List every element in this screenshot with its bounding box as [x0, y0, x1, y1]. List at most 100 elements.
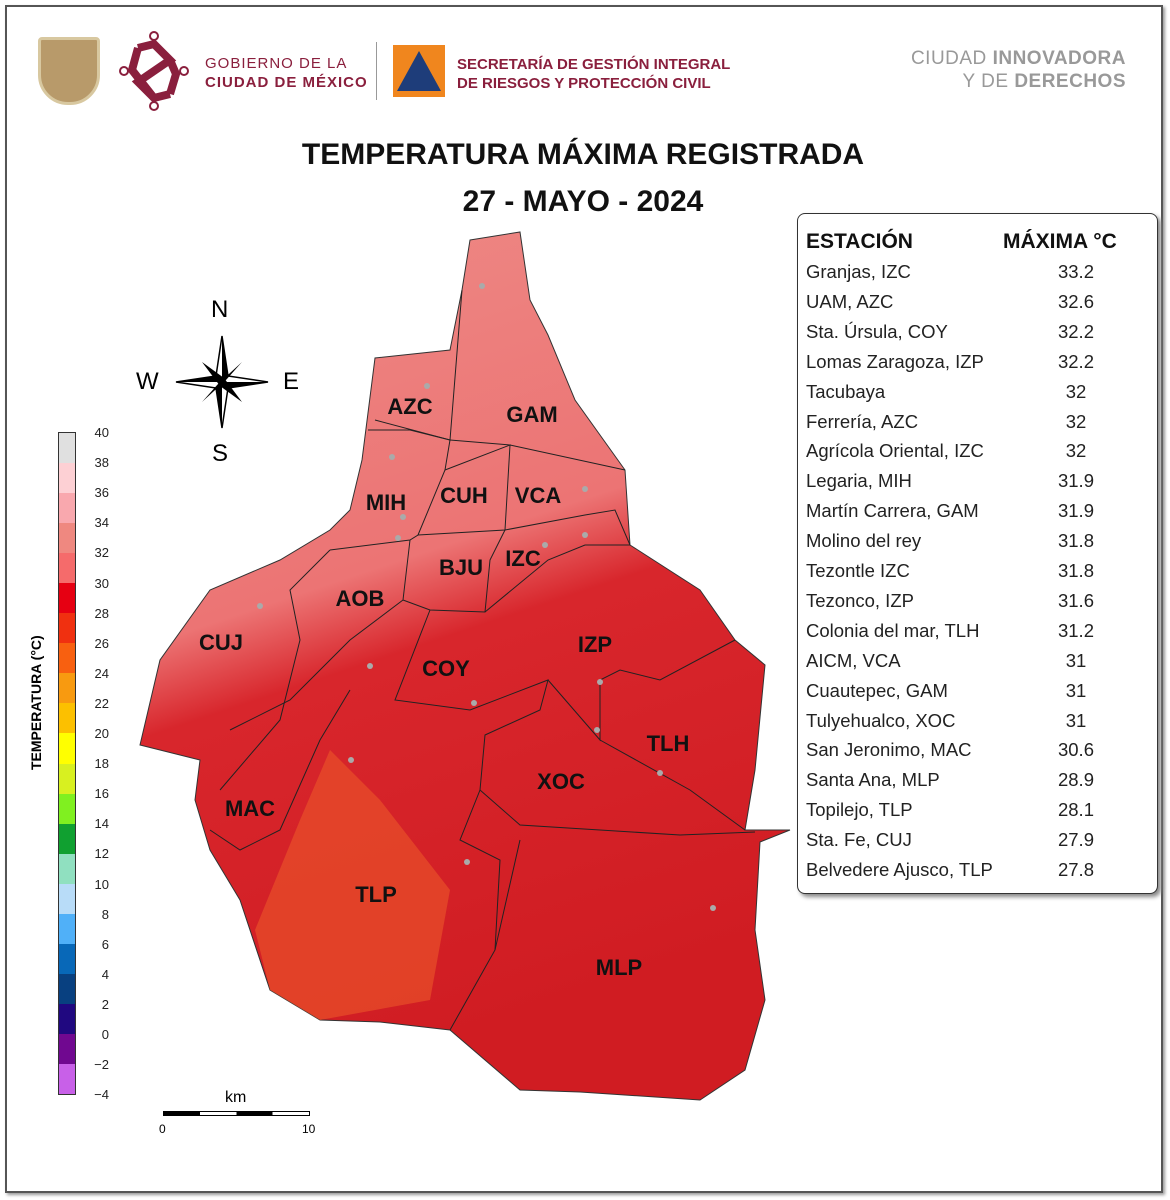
slogan: CIUDAD INNOVADORA Y DE DERECHOS: [860, 47, 1126, 93]
borough-boundaries: [209, 289, 756, 1031]
table-row: Martín Carrera, GAM 31.9: [806, 500, 1146, 530]
station-name: Belvedere Ajusco, TLP: [806, 859, 993, 880]
colorbar-band: [59, 943, 75, 974]
station-max: 27.8: [1057, 859, 1094, 880]
station-marker: [657, 770, 663, 776]
colorbar-tick: −4: [94, 1087, 109, 1103]
station-name: Colonia del mar, TLH: [806, 619, 980, 641]
colorbar-tick: 26: [94, 635, 109, 651]
station-max: 32.2: [1057, 320, 1094, 342]
colorbar-band: [59, 643, 75, 674]
station-name: Tacubaya: [806, 380, 886, 402]
colorbar-band: [59, 703, 75, 734]
colorbar-band: [59, 853, 75, 884]
colorbar-band: [59, 463, 75, 494]
station-max: 31: [1065, 709, 1087, 731]
label-aob: AOB: [336, 586, 385, 611]
station-name: AICM, VCA: [806, 649, 901, 671]
station-marker: [542, 542, 548, 548]
col-max-header: MÁXIMA °C: [1003, 230, 1117, 253]
table-row: Topilejo, TLP 28.1: [806, 799, 1146, 829]
label-mih: MIH: [366, 490, 406, 515]
station-marker: [400, 514, 406, 520]
colorbar-tick: 20: [94, 726, 109, 741]
station-name: Sta. Úrsula, COY: [806, 320, 948, 342]
station-name: Granjas, IZC: [806, 261, 911, 282]
colorbar-label: TEMPERATURA (°C): [28, 635, 44, 770]
station-max: 31.2: [1057, 619, 1094, 641]
label-mlp: MLP: [596, 955, 642, 980]
scale-bar: [163, 1111, 310, 1116]
label-cuh: CUH: [440, 483, 488, 508]
colorbar-tick: −2: [94, 1057, 109, 1073]
label-bju: BJU: [439, 555, 483, 580]
agency-name-line2: DE RIESGOS Y PROTECCIÓN CIVIL: [457, 75, 711, 92]
slogan-b: INNOVADORA: [992, 48, 1126, 69]
label-mac: MAC: [225, 796, 275, 821]
colorbar-band: [59, 883, 75, 914]
slogan-a: CIUDAD: [910, 48, 993, 69]
colorbar-band: [59, 553, 75, 584]
cdmx-shield-logo: [38, 37, 100, 105]
table-row: Belvedere Ajusco, TLP 27.8: [806, 859, 1146, 889]
colorbar-tick: 28: [94, 605, 109, 621]
colorbar-tick: 22: [94, 695, 109, 711]
gov-name-line2: CIUDAD DE MÉXICO: [205, 74, 368, 91]
scale-end: 10: [302, 1122, 316, 1136]
station-markers: [257, 283, 716, 911]
table-row: UAM, AZC 32.6: [806, 291, 1146, 321]
station-name: Tezonco, IZP: [806, 589, 914, 611]
scale-start: 0: [159, 1122, 166, 1136]
station-max: 28.1: [1057, 799, 1094, 821]
temperature-colorbar: [58, 432, 76, 1095]
colorbar-tick: 40: [94, 425, 109, 440]
table-row: Granjas, IZC 33.2: [806, 261, 1146, 291]
station-max: 32.6: [1057, 290, 1094, 312]
colorbar-tick: 18: [94, 756, 109, 772]
station-max: 33.2: [1057, 261, 1094, 282]
colorbar-band: [59, 823, 75, 854]
station-marker: [710, 905, 716, 911]
agency-name-line1: SECRETARÍA DE GESTIÓN INTEGRAL: [457, 56, 731, 73]
map-date: 27 - MAYO - 2024: [462, 185, 704, 218]
colorbar-tick: 6: [101, 936, 109, 952]
table-row: Legaria, MIH 31.9: [806, 470, 1146, 500]
colorbar-tick: 10: [94, 876, 109, 892]
station-max: 31: [1065, 649, 1087, 671]
station-name: Sta. Fe, CUJ: [806, 829, 912, 851]
station-marker: [348, 757, 354, 763]
colorbar-band: [59, 973, 75, 1004]
station-table: ESTACIÓN MÁXIMA °C Granjas, IZC 33.2 UAM, …: [797, 213, 1158, 894]
header-divider: [376, 42, 377, 100]
colorbar-tick: 2: [101, 996, 109, 1012]
table-row: Sta. Úrsula, COY 32.2: [806, 321, 1146, 351]
colorbar-tick: 16: [94, 786, 109, 802]
station-max: 31.9: [1057, 500, 1094, 522]
label-tlp: TLP: [355, 882, 397, 907]
colorbar-tick: 32: [94, 545, 109, 561]
agency-name: SECRETARÍA DE GESTIÓN INTEGRAL DE RIESGO…: [457, 55, 730, 93]
table-row: San Jeronimo, MAC 30.6: [806, 739, 1146, 769]
station-max: 31.9: [1057, 470, 1094, 492]
station-name: Lomas Zaragoza, IZP: [806, 350, 984, 372]
colorbar-tick: 4: [101, 966, 109, 982]
station-max: 28.9: [1057, 769, 1094, 791]
map-title: TEMPERATURA MÁXIMA REGISTRADA: [301, 138, 865, 171]
colorbar-tick: 14: [94, 816, 109, 832]
station-max: 32: [1065, 410, 1087, 432]
tlp-warm-zone: [255, 750, 450, 1020]
colorbar-band: [59, 673, 75, 704]
table-row: Ferrería, AZC 32: [806, 411, 1146, 441]
station-marker: [479, 283, 485, 289]
colorbar-band: [59, 613, 75, 644]
table-row: Tacubaya 32: [806, 381, 1146, 411]
station-max: 32: [1065, 380, 1087, 402]
label-tlh: TLH: [647, 731, 690, 756]
station-name: Tezontle IZC: [806, 560, 910, 581]
colorbar-band: [59, 523, 75, 554]
colorbar-band: [59, 1063, 75, 1095]
table-row: Tezonco, IZP 31.6: [806, 590, 1146, 620]
station-name: San Jeronimo, MAC: [806, 739, 972, 761]
label-gam: GAM: [506, 402, 557, 427]
